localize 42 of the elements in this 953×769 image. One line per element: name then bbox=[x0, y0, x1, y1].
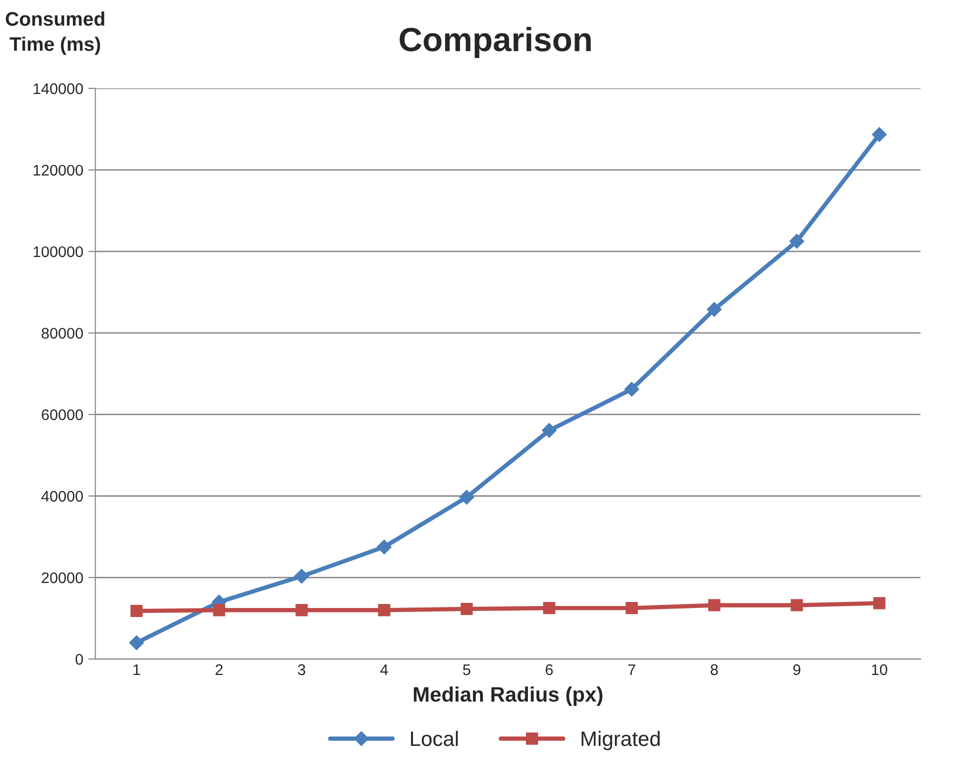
x-tick-label: 9 bbox=[793, 664, 800, 676]
point bbox=[296, 604, 308, 616]
y-tick-label: 100000 bbox=[34, 246, 83, 258]
point bbox=[130, 604, 143, 618]
y-tick-label: 80000 bbox=[42, 328, 83, 339]
x-axis-title: Median Radius (px) bbox=[414, 686, 602, 706]
y-tick-label: 0 bbox=[76, 654, 83, 665]
legend-label: Migrated bbox=[582, 730, 660, 750]
point bbox=[213, 604, 226, 616]
point bbox=[459, 490, 474, 505]
y-axis-title: Consumed Time (ms) bbox=[6, 12, 104, 55]
point bbox=[294, 568, 310, 584]
y-tick-label: 40000 bbox=[41, 490, 83, 502]
point bbox=[542, 422, 557, 438]
x-tick-label: 6 bbox=[546, 664, 553, 676]
y-tick-label: 120000 bbox=[34, 164, 83, 176]
point bbox=[790, 599, 803, 612]
point bbox=[624, 382, 640, 397]
chart-title: Comparison bbox=[400, 26, 591, 58]
x-tick-label: 4 bbox=[380, 664, 388, 675]
point bbox=[708, 599, 720, 612]
y-tick-label: 60000 bbox=[42, 409, 83, 420]
point bbox=[873, 597, 886, 610]
x-tick-label: 5 bbox=[463, 664, 470, 676]
point bbox=[460, 602, 473, 615]
point bbox=[872, 127, 887, 142]
point bbox=[378, 604, 390, 616]
point bbox=[129, 635, 144, 650]
point bbox=[543, 602, 556, 614]
x-tick-label: 1 bbox=[133, 664, 140, 675]
point bbox=[789, 234, 804, 249]
point bbox=[376, 540, 392, 554]
y-tick-label: 140000 bbox=[34, 83, 83, 94]
x-tick-label: 3 bbox=[298, 664, 306, 676]
x-tick-label: 10 bbox=[872, 664, 888, 676]
x-tick-label: 7 bbox=[628, 664, 636, 675]
y-tick-label: 20000 bbox=[42, 572, 83, 584]
legend-label: Local bbox=[411, 730, 458, 746]
point bbox=[706, 302, 722, 317]
x-tick-label: 8 bbox=[710, 664, 718, 676]
point bbox=[626, 602, 638, 614]
x-tick-label: 2 bbox=[216, 664, 223, 675]
